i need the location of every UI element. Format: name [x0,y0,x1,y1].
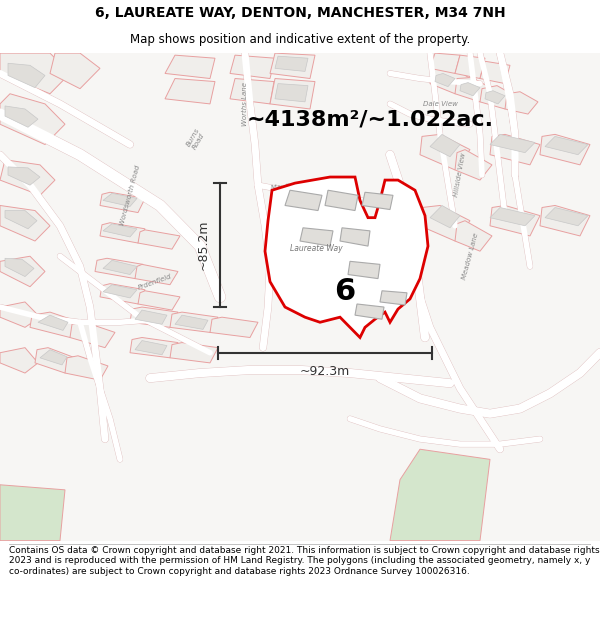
Text: 6: 6 [334,278,356,306]
Polygon shape [325,190,358,211]
Polygon shape [455,221,492,251]
Polygon shape [135,341,167,355]
Polygon shape [270,53,315,79]
Polygon shape [0,302,40,328]
Polygon shape [430,53,460,73]
Polygon shape [348,261,380,279]
Polygon shape [545,208,588,226]
Polygon shape [135,264,178,285]
Polygon shape [103,285,137,298]
Polygon shape [8,63,45,88]
Polygon shape [130,338,178,357]
Polygon shape [355,304,384,319]
Polygon shape [265,177,428,338]
Polygon shape [545,136,588,154]
Polygon shape [430,134,460,157]
Text: Dale View: Dale View [422,101,457,107]
Polygon shape [0,256,45,287]
Polygon shape [480,86,515,109]
Polygon shape [170,312,218,332]
Polygon shape [5,258,34,276]
Polygon shape [65,356,108,380]
Polygon shape [380,291,407,305]
Polygon shape [5,211,37,229]
Text: 6, LAUREATE WAY, DENTON, MANCHESTER, M34 7NH: 6, LAUREATE WAY, DENTON, MANCHESTER, M34… [95,6,505,20]
Polygon shape [275,84,308,102]
Polygon shape [210,317,258,338]
Polygon shape [50,53,100,89]
Text: Mayfield Avenue: Mayfield Avenue [271,179,329,191]
Polygon shape [0,348,38,373]
Polygon shape [0,94,65,144]
Text: Map shows position and indicative extent of the property.: Map shows position and indicative extent… [130,33,470,46]
Text: Wordsworth Road: Wordsworth Road [119,164,141,226]
Polygon shape [300,228,333,246]
Polygon shape [420,206,470,241]
Text: Contains OS data © Crown copyright and database right 2021. This information is : Contains OS data © Crown copyright and d… [9,546,599,576]
Polygon shape [138,230,180,249]
Polygon shape [430,206,460,228]
Polygon shape [0,160,55,195]
Polygon shape [362,192,393,209]
Polygon shape [100,284,145,304]
Polygon shape [100,192,145,213]
Polygon shape [430,65,470,94]
Text: Prdenfield: Prdenfield [137,272,173,291]
Polygon shape [455,78,492,102]
Polygon shape [103,260,137,274]
Polygon shape [455,55,485,79]
Polygon shape [35,348,75,373]
Text: ~92.3m: ~92.3m [300,365,350,378]
Polygon shape [230,55,275,79]
Polygon shape [70,322,115,348]
Polygon shape [285,190,322,211]
Polygon shape [5,106,38,127]
Text: ~85.2m: ~85.2m [197,220,210,271]
Polygon shape [540,134,590,165]
Polygon shape [390,449,490,541]
Polygon shape [95,258,143,279]
Polygon shape [8,167,40,185]
Polygon shape [490,208,535,226]
Polygon shape [30,312,80,338]
Polygon shape [175,315,208,329]
Polygon shape [540,206,590,236]
Polygon shape [0,53,70,94]
Polygon shape [38,315,68,331]
Polygon shape [135,310,167,324]
Polygon shape [230,79,274,104]
Polygon shape [490,134,540,165]
Polygon shape [165,79,215,104]
Text: Worths Lane: Worths Lane [242,82,248,126]
Polygon shape [460,82,480,96]
Polygon shape [165,55,215,79]
Polygon shape [130,307,178,328]
Text: Meadow Lane: Meadow Lane [461,232,479,280]
Polygon shape [340,228,370,246]
Polygon shape [455,149,492,180]
Polygon shape [275,56,308,71]
Polygon shape [270,79,315,109]
Polygon shape [420,134,470,170]
Polygon shape [435,73,455,87]
Polygon shape [480,61,510,84]
Polygon shape [103,193,137,206]
Polygon shape [0,485,65,541]
Polygon shape [170,342,218,363]
Polygon shape [0,206,50,241]
Text: ~4138m²/~1.022ac.: ~4138m²/~1.022ac. [247,109,493,129]
Text: Burns
Road: Burns Road [185,127,206,151]
Polygon shape [490,206,540,236]
Polygon shape [138,291,180,310]
Polygon shape [40,350,67,365]
Polygon shape [490,134,535,152]
Polygon shape [505,92,538,114]
Polygon shape [485,91,505,104]
Polygon shape [100,222,145,243]
Text: Laureate Way: Laureate Way [290,244,343,252]
Polygon shape [103,224,137,237]
Text: Hillside View: Hillside View [453,152,467,198]
